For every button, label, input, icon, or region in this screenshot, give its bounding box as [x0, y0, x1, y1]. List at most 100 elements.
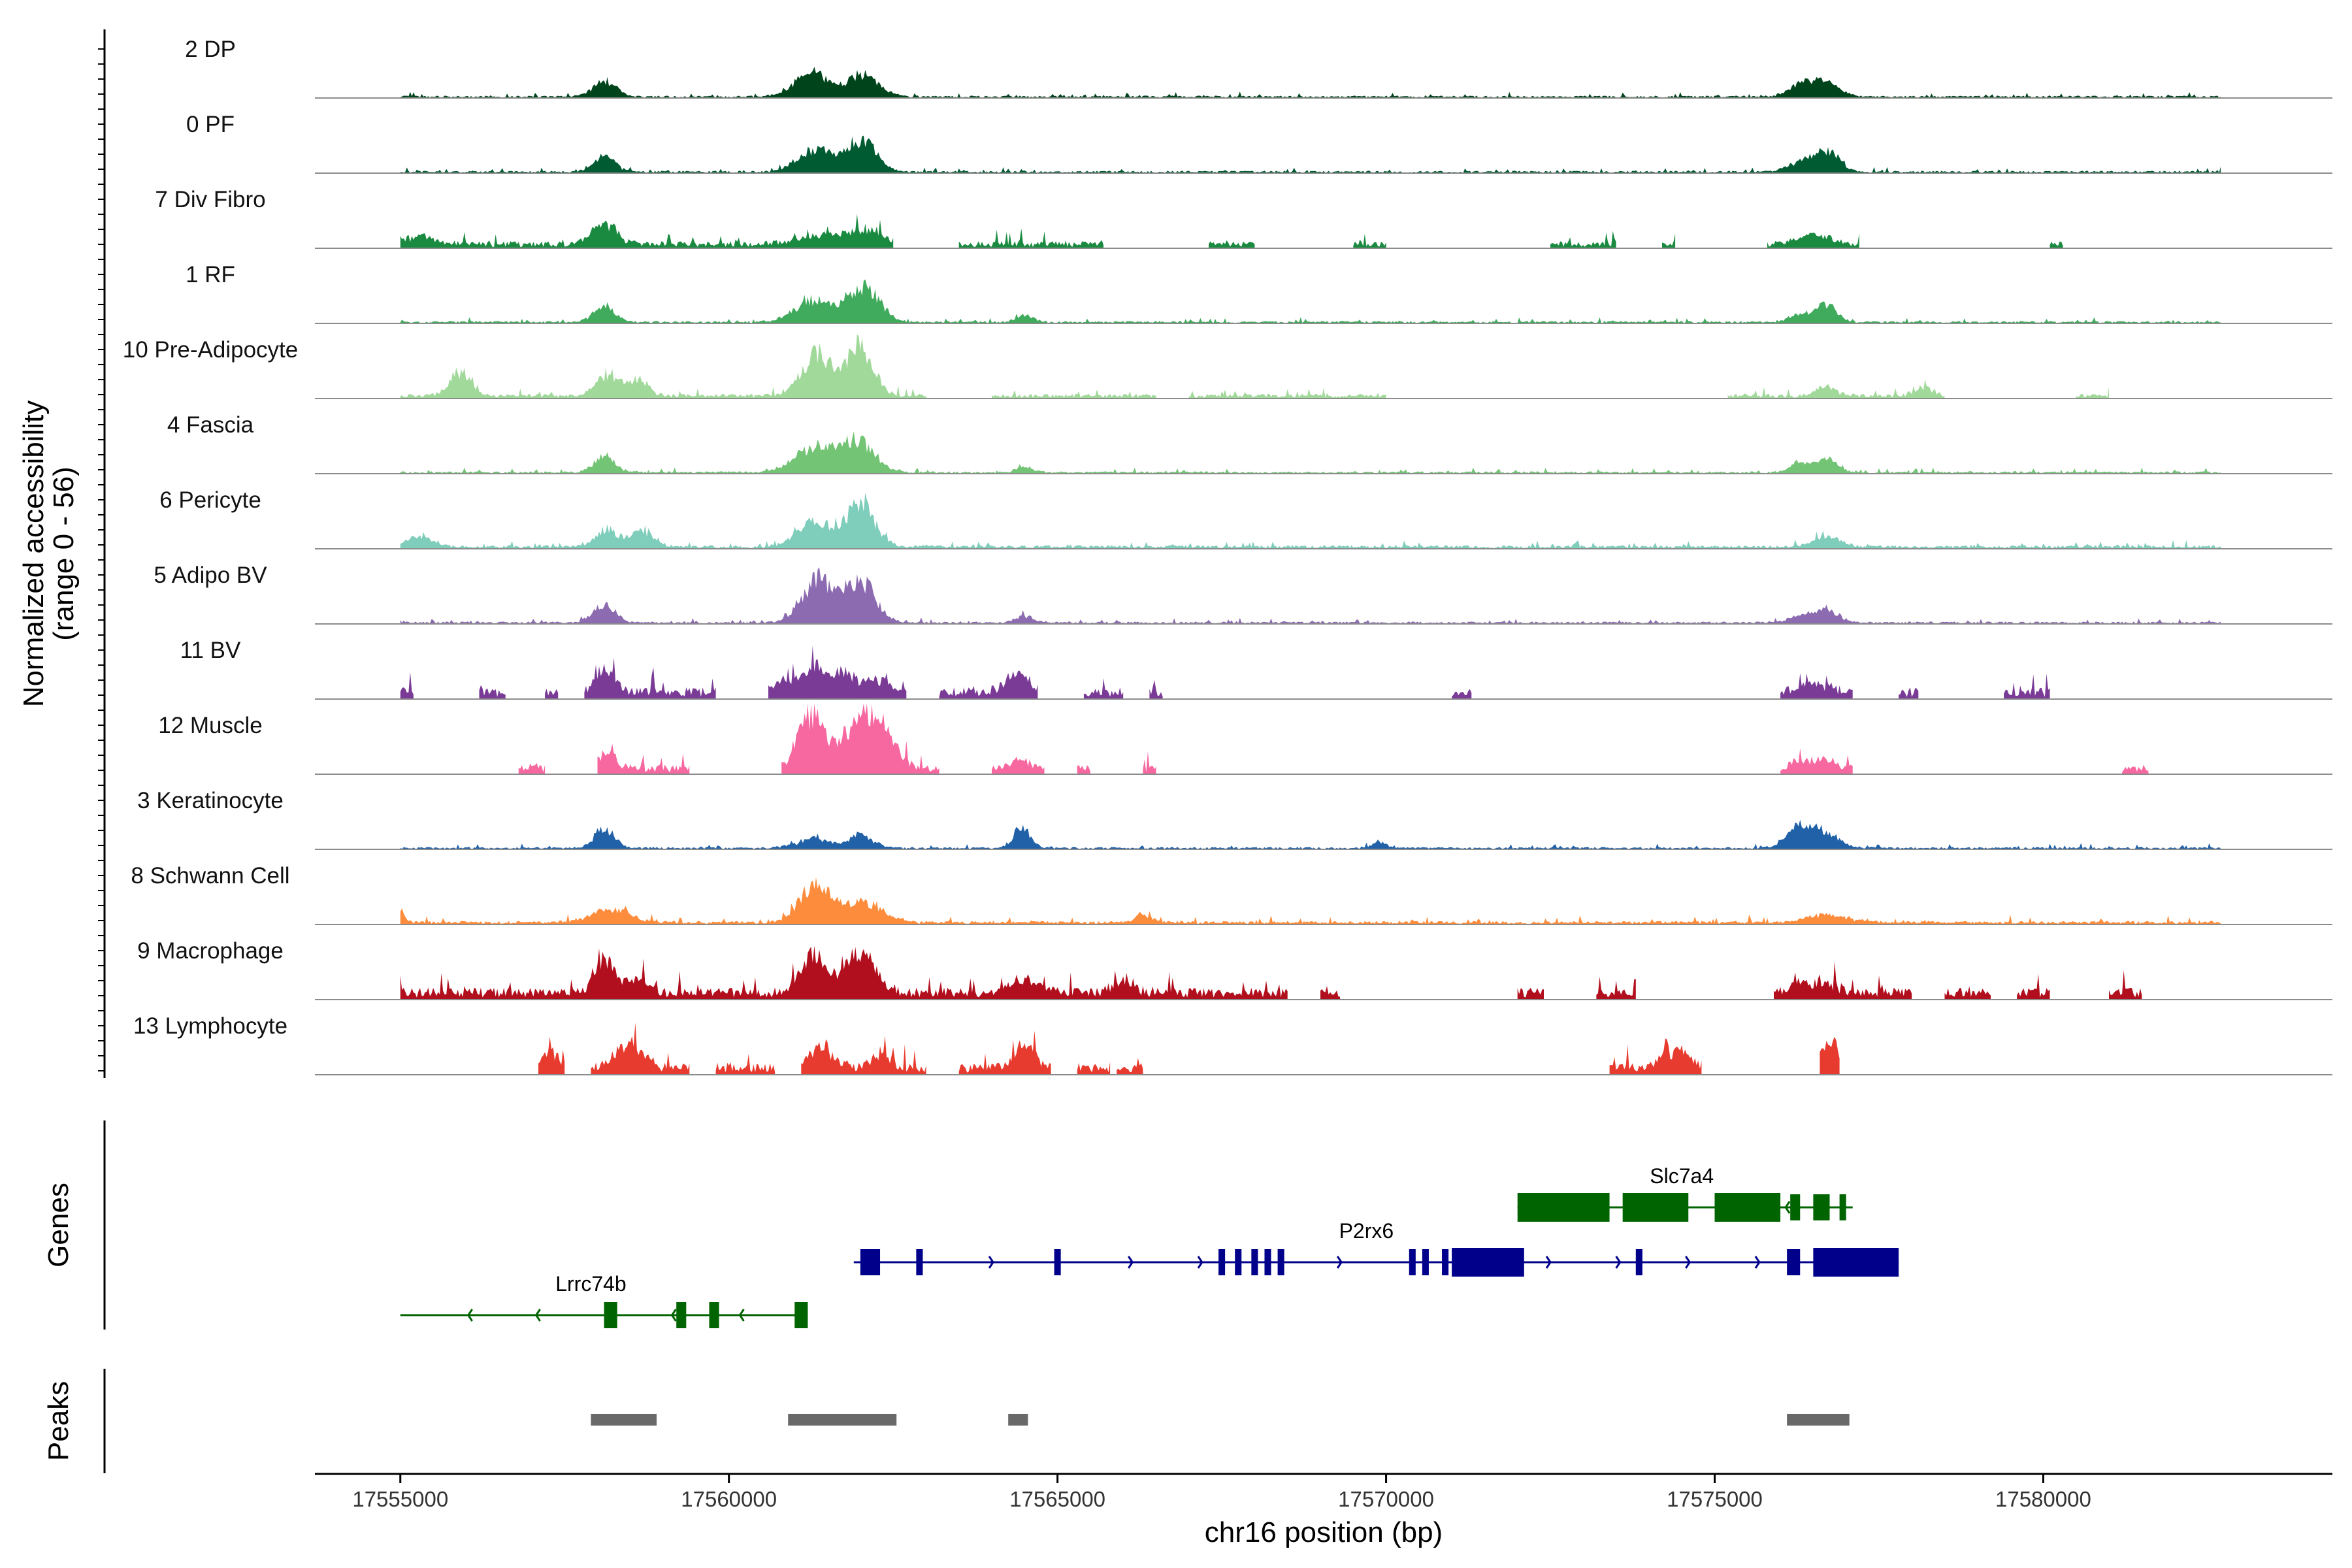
track-label: 3 Keratinocyte [137, 788, 284, 813]
gene-exon [676, 1302, 687, 1328]
strand-chevron [1545, 1256, 1552, 1269]
track-14: 13 Lymphocyte [133, 1013, 2332, 1075]
strand-chevron [1336, 1256, 1343, 1269]
gene-p2rx6: P2rx6 [853, 1219, 1899, 1277]
track-coverage-area [400, 214, 2063, 248]
track-coverage-area [400, 645, 2050, 699]
gene-exon [1422, 1249, 1429, 1275]
x-axis: 17555000 17560000 17565000 17570000 17575000… [315, 1473, 2332, 1548]
track-coverage-area [518, 704, 2149, 774]
strand-chevron [1197, 1256, 1203, 1269]
strand-chevron [466, 1309, 473, 1322]
strand-chevron [1784, 1201, 1791, 1214]
gene-name-label: Slc7a4 [1650, 1164, 1714, 1188]
track-coverage-area [400, 279, 2221, 323]
strand-chevron [1128, 1256, 1134, 1269]
gene-exon [1452, 1248, 1524, 1277]
gene-exon [1790, 1194, 1801, 1220]
strand-chevron [1754, 1256, 1761, 1269]
track-9: 11 BV [180, 638, 2332, 700]
strand-chevron [670, 1309, 677, 1322]
gene-exon [1813, 1194, 1830, 1220]
track-label: 5 Adipo BV [154, 563, 267, 588]
y-axis: Normalized accessibility(range 0 - 56) [18, 29, 106, 1078]
peak-bar [591, 1414, 657, 1426]
track-label: 2 DP [185, 37, 236, 62]
gene-exon [1054, 1249, 1061, 1275]
peak-bar [788, 1414, 897, 1426]
x-tick-label: 17575000 [1667, 1487, 1763, 1511]
track-label: 10 Pre-Adipocyte [123, 337, 298, 363]
track-coverage-area [400, 567, 2221, 624]
gene-exon [1839, 1194, 1846, 1220]
gene-exon [1635, 1249, 1642, 1275]
x-axis-title: chr16 position (bp) [1205, 1516, 1443, 1548]
gene-lrrc74b: Lrrc74b [400, 1272, 808, 1328]
track-coverage-area [400, 877, 2221, 924]
track-3: 7 Div Fibro [155, 187, 2332, 249]
peak-bar [1787, 1414, 1850, 1426]
track-6: 4 Fascia [167, 412, 2332, 474]
track-4: 1 RF [186, 262, 2332, 324]
track-coverage-area [400, 945, 2142, 1000]
track-label: 1 RF [186, 262, 235, 287]
y-axis-title-line2: (range 0 - 56) [48, 466, 80, 641]
track-coverage-area [400, 67, 2221, 98]
track-coverage-area [538, 1022, 1840, 1075]
track-label: 8 Schwann Cell [131, 863, 289, 889]
gene-exon [1813, 1248, 1899, 1277]
track-label: 13 Lymphocyte [133, 1013, 287, 1039]
x-tick-label: 17565000 [1009, 1487, 1105, 1511]
gene-exon [709, 1302, 719, 1328]
track-7: 6 Pericyte [159, 487, 2332, 549]
gene-exon [1622, 1193, 1689, 1222]
track-label: 9 Macrophage [137, 938, 284, 964]
track-11: 3 Keratinocyte [137, 788, 2332, 850]
gene-exon [794, 1302, 808, 1328]
strand-chevron [988, 1256, 994, 1269]
track-label: 0 PF [186, 112, 235, 137]
track-5: 10 Pre-Adipocyte [123, 335, 2332, 399]
coverage-tracks: 2 DP 0 PF 7 Div Fibro 1 RF 10 Pre-Adipocyte 4… [123, 37, 2332, 1075]
track-label: 7 Div Fibro [155, 187, 265, 212]
track-label: 4 Fascia [167, 412, 254, 438]
x-tick-label: 17560000 [681, 1487, 777, 1511]
track-label: 6 Pericyte [159, 487, 261, 513]
gene-exon [916, 1249, 923, 1275]
track-8: 5 Adipo BV [154, 563, 2332, 625]
gene-exon [860, 1249, 881, 1275]
genes-track-title: Genes [42, 1183, 74, 1267]
peaks-track-title: Peaks [42, 1381, 74, 1461]
track-10: 12 Muscle [158, 704, 2332, 775]
track-12: 8 Schwann Cell [131, 863, 2332, 925]
strand-chevron [1615, 1256, 1622, 1269]
gene-exon [604, 1302, 617, 1328]
track-coverage-area [400, 819, 2221, 849]
gene-exon [1714, 1193, 1781, 1222]
x-tick-label: 17570000 [1338, 1487, 1434, 1511]
gene-exon [1277, 1249, 1284, 1275]
track-coverage-area [400, 335, 2109, 399]
strand-chevron [1685, 1256, 1691, 1269]
x-tick-label: 17555000 [352, 1487, 448, 1511]
gene-track: Genes Slc7a4 P2rx6 Lrrc74b [42, 1120, 1899, 1330]
track-coverage-area [400, 431, 2221, 474]
gene-slc7a4: Slc7a4 [1517, 1164, 1853, 1222]
track-coverage-area [400, 493, 2221, 549]
strand-chevron [738, 1309, 745, 1322]
y-axis-title-line1: Normalized accessibility [18, 400, 50, 707]
track-label: 12 Muscle [158, 713, 263, 738]
track-1: 2 DP [185, 37, 2332, 99]
gene-exon [1264, 1249, 1271, 1275]
peak-track: Peaks [42, 1369, 1850, 1473]
gene-name-label: P2rx6 [1339, 1219, 1394, 1243]
peak-bar [1008, 1414, 1028, 1426]
track-2: 0 PF [186, 112, 2332, 174]
gene-exon [1218, 1249, 1226, 1275]
gene-exon [1787, 1249, 1801, 1275]
gene-exon [1517, 1193, 1610, 1222]
x-tick-label: 17580000 [1995, 1487, 2091, 1511]
gene-name-label: Lrrc74b [555, 1272, 627, 1296]
gene-exon [1442, 1249, 1449, 1275]
